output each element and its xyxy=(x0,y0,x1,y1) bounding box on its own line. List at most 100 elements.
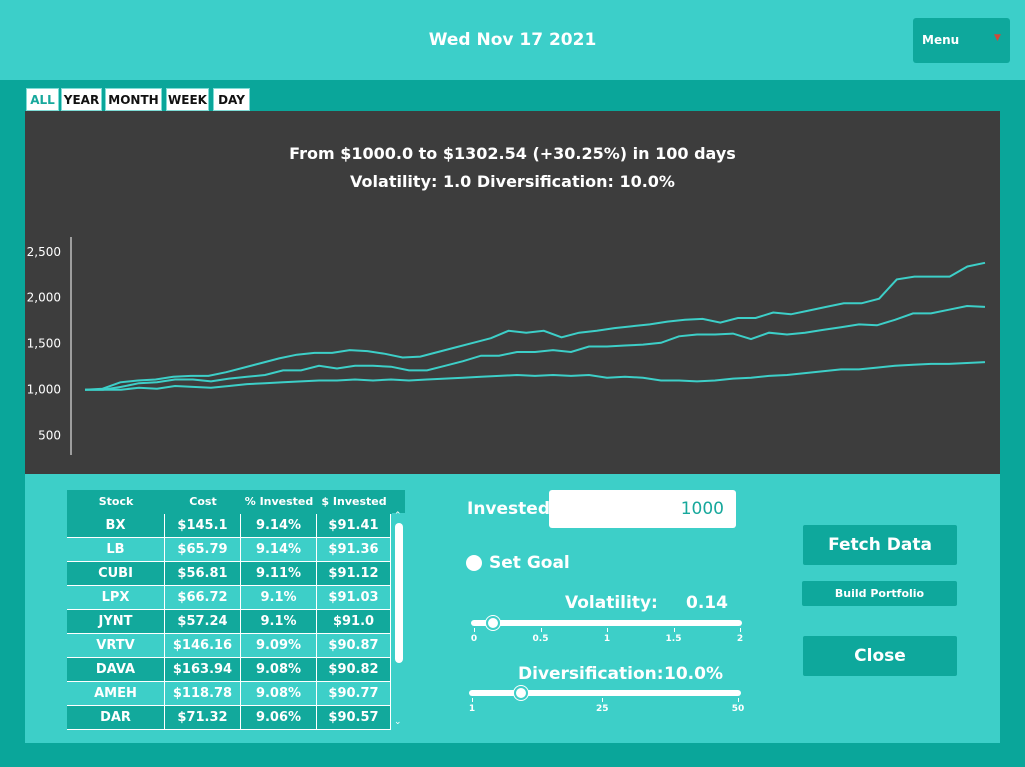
y-tick-label: 2,500 xyxy=(27,245,61,259)
volatility-slider-thumb[interactable] xyxy=(485,616,500,630)
cell-dollar: $90.87 xyxy=(317,634,391,658)
cell-cost: $163.94 xyxy=(165,658,241,682)
diversification-label: Diversification: xyxy=(518,664,664,684)
cell-dollar: $91.03 xyxy=(317,586,391,610)
series-line-2 xyxy=(85,304,986,391)
table-row[interactable]: LB $65.79 9.14% $91.36 xyxy=(67,538,391,562)
slider-tick-mark xyxy=(738,698,739,702)
slider-tick-mark xyxy=(474,628,475,632)
cell-cost: $65.79 xyxy=(165,538,241,562)
slider-tick-mark xyxy=(607,628,608,632)
header-stock: Stock xyxy=(98,495,134,508)
close-button[interactable]: Close xyxy=(803,636,957,676)
cell-stock: VRTV xyxy=(67,634,165,658)
cell-percent: 9.09% xyxy=(241,634,317,658)
cell-percent: 9.14% xyxy=(241,514,317,538)
cell-cost: $71.32 xyxy=(165,706,241,730)
cell-dollar: $91.12 xyxy=(317,562,391,586)
slider-tick-label: 25 xyxy=(596,704,609,714)
y-tick-label: 2,000 xyxy=(27,291,61,305)
slider-tick-mark xyxy=(472,698,473,702)
cell-cost: $57.24 xyxy=(165,610,241,634)
fetch-data-button[interactable]: Fetch Data xyxy=(803,525,957,565)
table-header: Stock Cost % Invested $ Invested xyxy=(67,490,405,514)
invested-input[interactable] xyxy=(549,490,736,528)
slider-tick-label: 1 xyxy=(468,704,476,714)
slider-tick-mark xyxy=(740,628,741,632)
set-goal-radio[interactable] xyxy=(466,555,482,571)
top-bar: Wed Nov 17 2021 Menu ▼ xyxy=(0,0,1025,80)
cell-percent: 9.1% xyxy=(241,610,317,634)
table-row[interactable]: JYNT $57.24 9.1% $91.0 xyxy=(67,610,391,634)
cell-cost: $66.72 xyxy=(165,586,241,610)
volatility-slider-track[interactable] xyxy=(471,620,742,626)
table-row[interactable]: AMEH $118.78 9.08% $90.77 xyxy=(67,682,391,706)
cell-percent: 9.08% xyxy=(241,682,317,706)
menu-label: Menu xyxy=(922,33,960,47)
chart-panel: From $1000.0 to $1302.54 (+30.25%) in 10… xyxy=(25,111,1000,474)
cell-percent: 9.06% xyxy=(241,706,317,730)
cell-stock: JYNT xyxy=(67,610,165,634)
build-portfolio-button[interactable]: Build Portfolio xyxy=(802,581,957,606)
cell-stock: DAR xyxy=(67,706,165,730)
cell-dollar: $91.41 xyxy=(317,514,391,538)
slider-tick-label: 2 xyxy=(736,634,744,644)
date-title: Wed Nov 17 2021 xyxy=(428,30,597,50)
cell-percent: 9.1% xyxy=(241,586,317,610)
volatility-label: Volatility: xyxy=(565,593,658,613)
y-tick-label: 1,500 xyxy=(27,337,61,351)
cell-dollar: $90.57 xyxy=(317,706,391,730)
table-row[interactable]: DAVA $163.94 9.08% $90.82 xyxy=(67,658,391,682)
tab-day[interactable]: DAY xyxy=(213,88,250,111)
chevron-down-icon: ▼ xyxy=(994,33,1001,43)
volatility-value: 0.14 xyxy=(686,593,728,613)
chart-title: From $1000.0 to $1302.54 (+30.25%) in 10… xyxy=(289,144,736,163)
y-tick-label: 1,000 xyxy=(27,383,61,397)
diversification-value: 10.0% xyxy=(664,664,723,684)
cell-dollar: $91.36 xyxy=(317,538,391,562)
slider-tick-label: 50 xyxy=(731,704,745,714)
cell-percent: 9.11% xyxy=(241,562,317,586)
tab-all[interactable]: ALL xyxy=(26,88,59,111)
cell-cost: $145.1 xyxy=(165,514,241,538)
scroll-thumb[interactable] xyxy=(395,523,403,663)
cell-dollar: $91.0 xyxy=(317,610,391,634)
slider-tick-mark xyxy=(673,628,675,632)
tab-year[interactable]: YEAR xyxy=(61,88,102,111)
cell-dollar: $90.77 xyxy=(317,682,391,706)
diversification-slider-track[interactable] xyxy=(469,690,741,696)
menu-dropdown[interactable]: Menu ▼ xyxy=(913,18,1010,63)
series-line-3 xyxy=(85,361,986,391)
slider-tick-label: 0 xyxy=(470,634,478,644)
invested-label: Invested: xyxy=(467,499,557,519)
slider-tick-label: 1.5 xyxy=(665,634,682,644)
table-row[interactable]: BX $145.1 9.14% $91.41 xyxy=(67,514,391,538)
table-row[interactable]: CUBI $56.81 9.11% $91.12 xyxy=(67,562,391,586)
slider-tick-mark xyxy=(602,698,604,702)
header-percent-invested: % Invested xyxy=(244,495,314,508)
diversification-slider-thumb[interactable] xyxy=(513,686,528,700)
chart-subtitle: Volatility: 1.0 Diversification: 10.0% xyxy=(350,172,675,191)
cell-stock: CUBI xyxy=(67,562,165,586)
y-tick-label: 500 xyxy=(38,429,61,443)
slider-tick-label: 1 xyxy=(603,634,611,644)
table-row[interactable]: LPX $66.72 9.1% $91.03 xyxy=(67,586,391,610)
table-scrollbar[interactable]: ⌃ ⌄ xyxy=(392,511,405,729)
portfolio-line-chart: 2,500 2,000 1,500 1,000 500 xyxy=(27,237,986,455)
header-cost: Cost xyxy=(189,495,217,508)
cell-cost: $118.78 xyxy=(165,682,241,706)
cell-stock: LPX xyxy=(67,586,165,610)
slider-tick-mark xyxy=(540,628,542,632)
tab-month[interactable]: MONTH xyxy=(105,88,162,111)
cell-stock: AMEH xyxy=(67,682,165,706)
table-row[interactable]: DAR $71.32 9.06% $90.57 xyxy=(67,706,391,730)
slider-tick-label: 0.5 xyxy=(532,634,549,644)
tab-week[interactable]: WEEK xyxy=(166,88,209,111)
cell-cost: $56.81 xyxy=(165,562,241,586)
chevron-down-icon[interactable]: ⌄ xyxy=(394,717,402,727)
chevron-up-icon[interactable]: ⌃ xyxy=(394,511,402,521)
cell-stock: LB xyxy=(67,538,165,562)
cell-percent: 9.14% xyxy=(241,538,317,562)
table-row[interactable]: VRTV $146.16 9.09% $90.87 xyxy=(67,634,391,658)
set-goal-label: Set Goal xyxy=(489,553,570,573)
